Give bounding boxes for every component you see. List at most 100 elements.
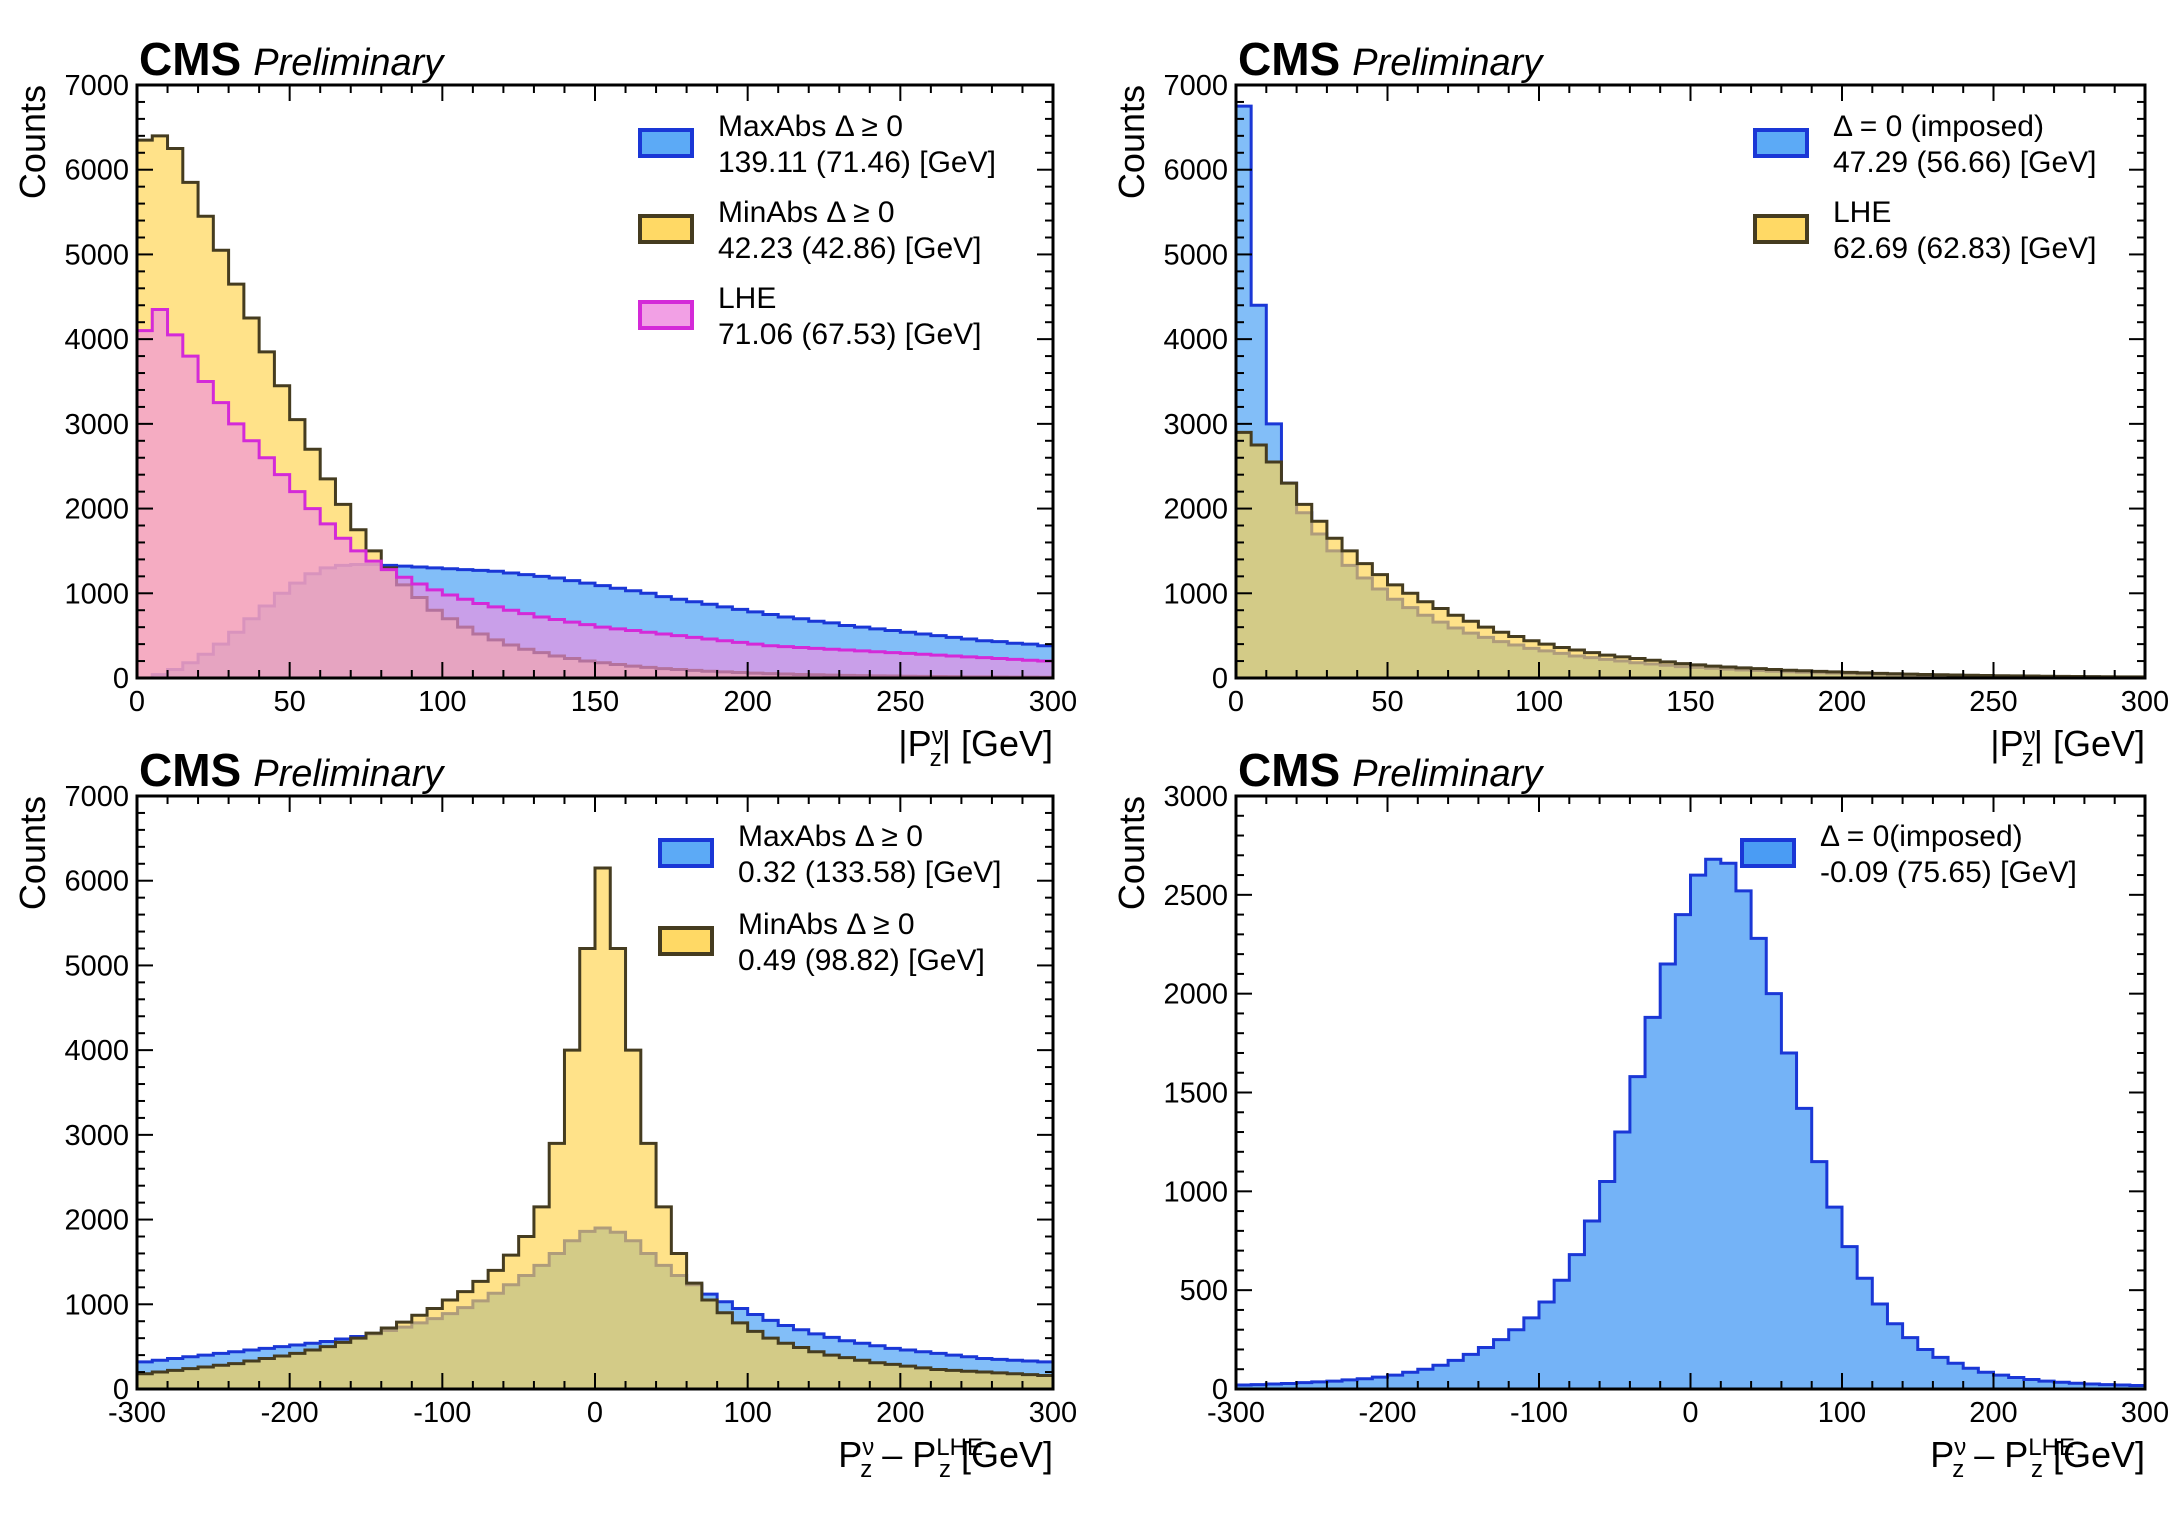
cms-brand: CMS: [1238, 33, 1340, 85]
panel-1: 0 50 100 150 200 250 3000100020003000400050006…: [12, 33, 1077, 772]
x-tick-label: 200: [1969, 1397, 2017, 1429]
x-tick-label: 0: [587, 1397, 603, 1429]
histogram-fill: [137, 309, 1053, 678]
legend-label: MaxAbs Δ ≥ 0: [738, 820, 923, 853]
cms-status: Preliminary: [1352, 753, 1544, 795]
plot-area: [137, 134, 1053, 678]
cms-brand: CMS: [139, 33, 241, 85]
series-3: [137, 307, 1053, 678]
legend-swatch: [1753, 128, 1809, 158]
x-label-part: |P: [1990, 723, 2023, 764]
legend: Δ = 0 (imposed)47.29 (56.66) [GeV] LHE62.…: [1753, 110, 2097, 265]
y-tick-label: 7000: [64, 781, 129, 813]
y-tick-label: 0: [1212, 1374, 1228, 1406]
y-tick-label: 0: [113, 663, 129, 695]
legend-stat: 139.11 (71.46) [GeV]: [718, 146, 996, 179]
legend-stat: 0.49 (98.82) [GeV]: [738, 944, 985, 977]
cms-header: CMS Preliminary: [1238, 744, 1544, 796]
histogram-outline: [137, 866, 1053, 1377]
x-label-part: LHE: [2028, 1434, 2075, 1461]
legend-stat: 0.32 (133.58) [GeV]: [738, 856, 1002, 889]
series-1: [1236, 857, 2145, 1389]
x-tick-label: 150: [571, 686, 619, 718]
x-tick-label: 200: [723, 686, 771, 718]
y-tick-label: 1500: [1163, 1078, 1228, 1110]
x-tick-label: 200: [1818, 686, 1866, 718]
legend: MaxAbs Δ ≥ 00.32 (133.58) [GeV] MinAbs Δ …: [658, 820, 1002, 977]
x-tick-label: 50: [274, 686, 306, 718]
x-tick-label: -300: [108, 1397, 166, 1429]
legend-label: LHE: [718, 282, 776, 315]
y-tick-label: 2000: [1163, 494, 1228, 526]
cms-brand: CMS: [139, 744, 241, 796]
x-tick-label: 100: [723, 1397, 771, 1429]
legend-label: Δ = 0(imposed): [1820, 820, 2023, 853]
cms-header: CMS Preliminary: [1238, 33, 1544, 85]
legend-label: MinAbs Δ ≥ 0: [718, 196, 895, 229]
y-tick-label: 1000: [64, 1289, 129, 1321]
x-label-part: z: [939, 1456, 951, 1483]
plot-area: [137, 866, 1053, 1389]
x-tick-label: 0: [1228, 686, 1244, 718]
legend-swatch: [1753, 214, 1809, 244]
x-axis-label: |Pν z| [GeV]: [898, 723, 1053, 772]
x-label-part: z: [860, 1456, 872, 1483]
y-tick-label: 1000: [64, 578, 129, 610]
x-tick-label: 200: [876, 1397, 924, 1429]
x-label-part: | [GeV]: [2034, 723, 2145, 764]
y-tick-label: 2000: [64, 494, 129, 526]
x-label-part: ν: [1954, 1434, 1966, 1461]
y-tick-label: 3000: [1163, 409, 1228, 441]
y-tick-label: 7000: [1163, 70, 1228, 102]
x-tick-label: 100: [1515, 686, 1563, 718]
x-label-part: – P: [1964, 1434, 2028, 1475]
y-tick-label: 2000: [64, 1205, 129, 1237]
x-axis-label: Pν z – PLHE z [GeV]: [838, 1434, 1053, 1483]
y-tick-label: 2500: [1163, 880, 1228, 912]
x-tick-label: 250: [1969, 686, 2017, 718]
series-2: [137, 866, 1053, 1389]
x-tick-label: 0: [1682, 1397, 1698, 1429]
histogram-fill: [1236, 859, 2145, 1389]
legend: Δ = 0(imposed)-0.09 (75.65) [GeV]: [1740, 820, 2077, 889]
y-tick-label: 3000: [1163, 781, 1228, 813]
y-tick-label: 6000: [1163, 155, 1228, 187]
series-2: [1236, 430, 2145, 678]
legend-swatch: [638, 128, 694, 158]
legend-stat: -0.09 (75.65) [GeV]: [1820, 856, 2077, 889]
x-label-part: [GeV]: [951, 1434, 1053, 1475]
legend-stat: 47.29 (56.66) [GeV]: [1833, 146, 2097, 179]
x-tick-label: -200: [1358, 1397, 1416, 1429]
y-tick-label: 7000: [64, 70, 129, 102]
legend-swatch: [658, 838, 714, 868]
legend-label: MaxAbs Δ ≥ 0: [718, 110, 903, 143]
x-tick-label: 100: [418, 686, 466, 718]
x-tick-label: -300: [1207, 1397, 1265, 1429]
y-tick-label: 6000: [64, 155, 129, 187]
y-tick-label: 4000: [1163, 324, 1228, 356]
y-axis-label: Counts: [1111, 85, 1152, 199]
x-label-part: z: [2031, 1456, 2043, 1483]
y-tick-label: 1000: [1163, 1176, 1228, 1208]
x-tick-label: 300: [2121, 1397, 2169, 1429]
x-tick-label: 250: [876, 686, 924, 718]
x-tick-label: -100: [1510, 1397, 1568, 1429]
x-tick-label: 50: [1371, 686, 1403, 718]
x-tick-label: 300: [2121, 686, 2169, 718]
x-tick-label: 150: [1666, 686, 1714, 718]
legend-stat: 62.69 (62.83) [GeV]: [1833, 232, 2097, 265]
cms-header: CMS Preliminary: [139, 33, 445, 85]
histogram-fill: [1236, 432, 2145, 678]
legend-stat: 42.23 (42.86) [GeV]: [718, 232, 982, 265]
plot-area: [1236, 857, 2145, 1389]
cms-status: Preliminary: [1352, 42, 1544, 84]
y-axis-label: Counts: [1111, 796, 1152, 910]
x-label-part: z: [2022, 745, 2034, 772]
y-tick-label: 2000: [1163, 979, 1228, 1011]
y-tick-label: 0: [113, 1374, 129, 1406]
y-tick-label: 6000: [64, 866, 129, 898]
x-label-part: ν: [2024, 723, 2036, 750]
plot-area: [1236, 104, 2145, 678]
histogram-outline: [137, 307, 1053, 663]
legend-swatch: [658, 926, 714, 956]
